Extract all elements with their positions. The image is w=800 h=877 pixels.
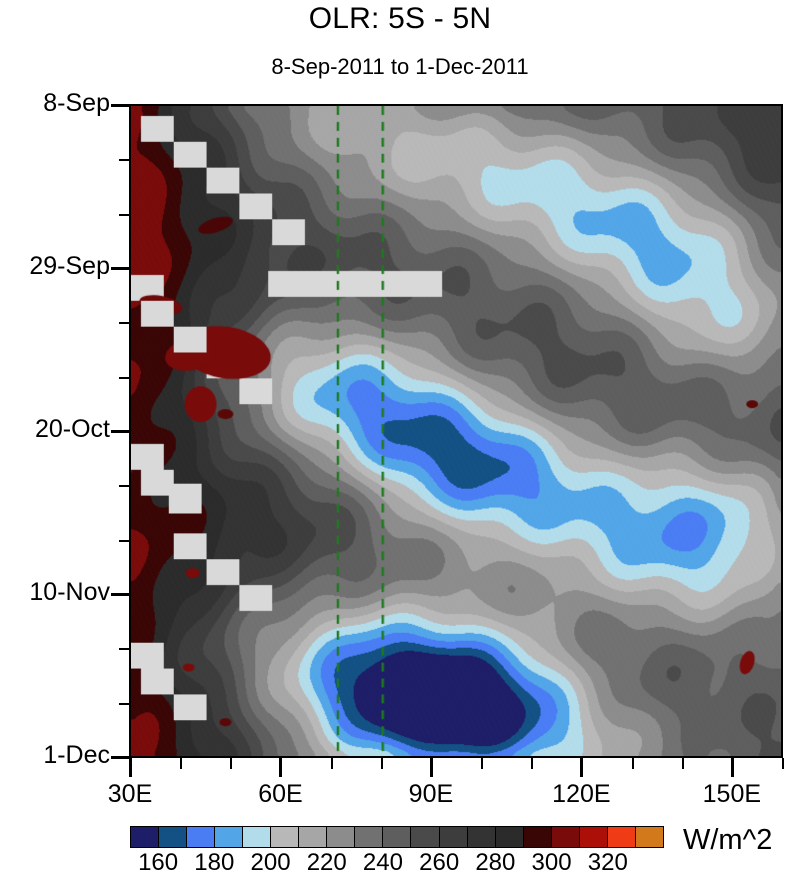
x-tick-minor: [481, 758, 484, 769]
x-axis-label: 150E: [702, 780, 762, 808]
page-subtitle: 8-Sep-2011 to 1-Dec-2011: [271, 54, 529, 79]
y-tick-minor: [119, 539, 130, 542]
colorbar-segment: [523, 827, 552, 847]
y-tick-major: [111, 430, 130, 433]
colorbar-tick-label: 180: [194, 849, 235, 876]
colorbar-segment: [327, 827, 356, 847]
x-axis-label: 120E: [552, 780, 611, 808]
colorbar-segment: [215, 827, 244, 847]
x-tick-minor: [380, 758, 383, 769]
colorbar-segment: [131, 827, 160, 847]
x-axis-label: 30E: [107, 780, 153, 808]
x-axis-label: 90E: [408, 780, 454, 808]
x-tick-major: [279, 758, 283, 777]
y-axis-label: 10-Nov: [29, 578, 110, 606]
colorbar-segment: [355, 827, 384, 847]
y-tick-minor: [119, 376, 130, 379]
x-tick-minor: [330, 758, 333, 769]
y-axis-label: 8-Sep: [43, 89, 110, 117]
x-tick-major: [429, 758, 433, 777]
x-axis-label: 60E: [258, 780, 303, 808]
x-tick-major: [730, 758, 734, 777]
y-axis-label: 20-Oct: [34, 415, 110, 443]
colorbar-tick-label: 320: [587, 849, 628, 876]
plot-area: [129, 104, 783, 758]
y-tick-major: [111, 593, 130, 596]
y-tick-major: [111, 756, 130, 759]
colorbar-tick-label: 260: [419, 849, 460, 876]
colorbar: [130, 826, 664, 848]
y-tick-minor: [119, 485, 130, 488]
x-tick-minor: [230, 758, 233, 769]
colorbar-segment: [383, 827, 412, 847]
colorbar-segment: [243, 827, 272, 847]
x-tick-minor: [180, 758, 183, 769]
colorbar-tick-label: 300: [531, 849, 572, 876]
hovmoller-heatmap: [131, 106, 781, 756]
colorbar-tick-label: 220: [306, 849, 347, 876]
x-tick-major: [129, 758, 132, 777]
x-tick-minor: [681, 758, 684, 769]
x-tick-minor: [631, 758, 634, 769]
colorbar-segment: [299, 827, 328, 847]
colorbar-segment: [551, 827, 580, 847]
y-axis-label: 29-Sep: [29, 252, 110, 280]
colorbar-segment: [579, 827, 608, 847]
colorbar-segment: [187, 827, 216, 847]
x-tick-minor: [782, 758, 784, 769]
colorbar-tick-label: 160: [138, 849, 179, 876]
y-axis-label: 1-Dec: [43, 741, 110, 769]
y-tick-minor: [119, 322, 130, 325]
x-tick-minor: [531, 758, 534, 769]
colorbar-segment: [271, 827, 300, 847]
x-tick-major: [580, 758, 584, 777]
colorbar-tick-label: 280: [475, 849, 516, 876]
colorbar-tick-label: 240: [362, 849, 403, 876]
colorbar-segment: [467, 827, 496, 847]
y-tick-major: [111, 104, 130, 107]
y-tick-minor: [119, 702, 130, 705]
colorbar-tick-label: 200: [250, 849, 291, 876]
colorbar-segment: [159, 827, 188, 847]
page-title: OLR: 5S - 5N: [308, 2, 492, 35]
colorbar-unit-label: W/m^2: [683, 824, 773, 856]
colorbar-segment: [439, 827, 468, 847]
y-tick-major: [111, 267, 130, 270]
colorbar-segment: [607, 827, 636, 847]
y-tick-minor: [119, 213, 130, 216]
y-tick-minor: [119, 159, 130, 162]
y-tick-minor: [119, 648, 130, 651]
colorbar-segment: [411, 827, 440, 847]
colorbar-segment: [635, 827, 663, 847]
colorbar-segment: [495, 827, 524, 847]
